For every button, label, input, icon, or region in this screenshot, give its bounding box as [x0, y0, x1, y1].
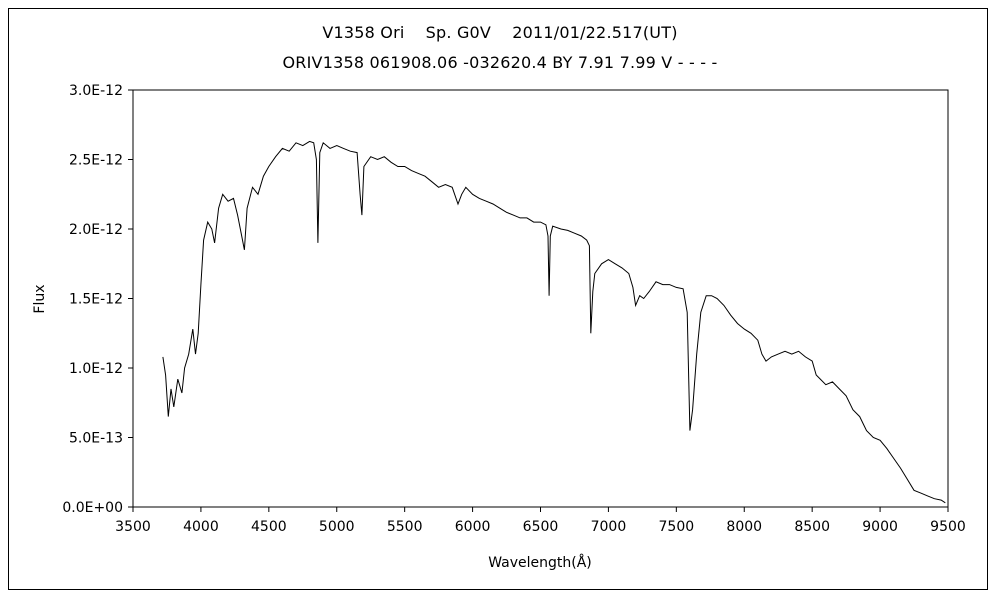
x-tick-label: 3500: [115, 519, 151, 535]
chart-subtitle: ORIV1358 061908.06 -032620.4 BY 7.91 7.9…: [282, 53, 718, 72]
x-tick-label: 7500: [659, 519, 695, 535]
x-tick-label: 4000: [183, 519, 219, 535]
x-tick-label: 4500: [251, 519, 287, 535]
y-tick-label: 0.0E+00: [62, 500, 123, 516]
x-tick-label: 8000: [726, 519, 762, 535]
y-axis-ticks: 0.0E+00 5.0E-13 1.0E-12 1.5E-12 2.0E-12 2.5E-…: [62, 83, 133, 516]
x-tick-label: 9000: [862, 519, 898, 535]
chart-title: V1358 Ori Sp. G0V 2011/01/22.517(UT): [322, 23, 678, 42]
y-tick-label: 2.0E-12: [69, 222, 123, 238]
x-axis-label: Wavelength(Å): [488, 554, 592, 571]
plot-area: [132, 89, 949, 508]
y-tick-label: 1.5E-12: [69, 292, 123, 308]
spectrum-line: [162, 140, 946, 504]
x-tick-label: 9500: [930, 519, 966, 535]
x-tick-label: 6000: [455, 519, 491, 535]
chart-frame: [8, 8, 988, 590]
x-tick-label: 5000: [319, 519, 355, 535]
y-tick-label: 5.0E-13: [69, 431, 123, 447]
y-axis-label: Flux: [32, 284, 48, 313]
x-tick-label: 6500: [523, 519, 559, 535]
x-tick-label: 7000: [591, 519, 627, 535]
y-tick-label: 1.0E-12: [69, 361, 123, 377]
x-tick-label: 8500: [794, 519, 830, 535]
y-tick-label: 3.0E-12: [69, 83, 123, 99]
x-tick-label: 5500: [387, 519, 423, 535]
x-axis-ticks: 3500 4000 4500 5000 5500 6000 6500 7000 7500 8000…: [115, 507, 966, 535]
y-tick-label: 2.5E-12: [69, 153, 123, 169]
